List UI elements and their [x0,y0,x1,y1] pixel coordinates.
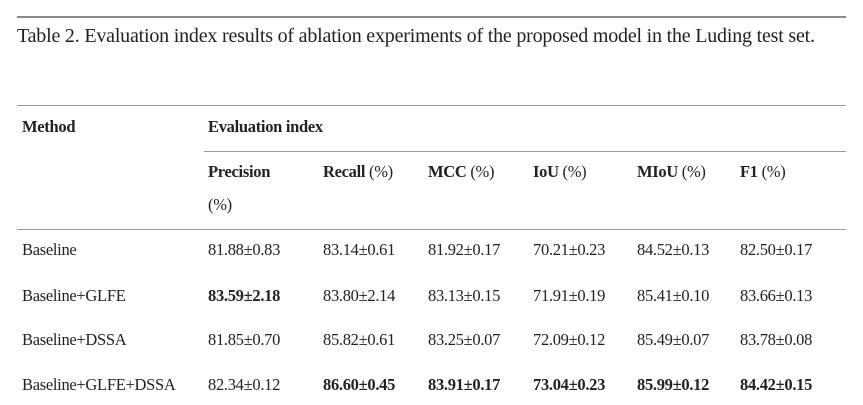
row-method: Baseline+GLFE+DSSA [22,375,176,394]
column-unit: (%) [681,162,706,181]
table-cell: 81.88±0.83 [208,240,281,259]
header-evaluation-index: Evaluation index [208,117,323,136]
table-cell: 83.14±0.61 [323,240,396,259]
column-name: Precision [208,162,271,181]
column-header: MIoU (%) [637,162,706,182]
table-cell: 83.91±0.17 [428,375,501,394]
table-cell: 84.52±0.13 [637,240,710,259]
column-unit: (%) [761,162,786,181]
table-caption: Table 2. Evaluation index results of abl… [17,25,815,47]
table-cell: 72.09±0.12 [533,330,606,349]
column-header: Precision (%) [208,162,270,215]
table-cell: 83.66±0.13 [740,286,813,305]
column-name: F1 [740,162,758,181]
column-unit: (%) [369,162,393,181]
column-name: MIoU [637,162,678,181]
row-method: Baseline [22,240,77,259]
table-cell: 85.49±0.07 [637,330,710,349]
table-cell: 71.91±0.19 [533,286,606,305]
header-method: Method [22,117,76,136]
column-header: Recall (%) [323,162,393,182]
column-unit: (%) [208,195,232,214]
table-cell: 83.78±0.08 [740,330,813,349]
table-cell: 86.60±0.45 [323,375,396,394]
table-cell: 84.42±0.15 [740,375,813,394]
table-cell: 70.21±0.23 [533,240,606,259]
table-cell: 85.82±0.61 [323,330,396,349]
column-name: IoU [533,162,559,181]
table-cell: 82.34±0.12 [208,375,281,394]
column-header: MCC (%) [428,162,494,182]
column-header: IoU (%) [533,162,587,182]
table-top-rule [17,105,846,106]
column-header: F1 (%) [740,162,786,182]
column-unit: (%) [470,162,495,181]
table-cell: 85.99±0.12 [637,375,710,394]
table-cell: 83.25±0.07 [428,330,501,349]
row-method: Baseline+GLFE [22,286,126,305]
column-name: Recall [323,162,366,181]
table-cell: 81.85±0.70 [208,330,281,349]
table-cell: 85.41±0.10 [637,286,710,305]
table-cell: 73.04±0.23 [533,375,606,394]
group-rule [204,151,846,152]
row-method: Baseline+DSSA [22,330,127,349]
table-cell: 83.80±2.14 [323,286,396,305]
table-cell: 82.50±0.17 [740,240,813,259]
top-rule [17,16,846,18]
table-cell: 81.92±0.17 [428,240,501,259]
column-name: MCC [428,162,467,181]
table-cell: 83.13±0.15 [428,286,501,305]
column-unit: (%) [562,162,587,181]
table-cell: 83.59±2.18 [208,286,281,305]
header-bottom-rule [17,229,846,230]
